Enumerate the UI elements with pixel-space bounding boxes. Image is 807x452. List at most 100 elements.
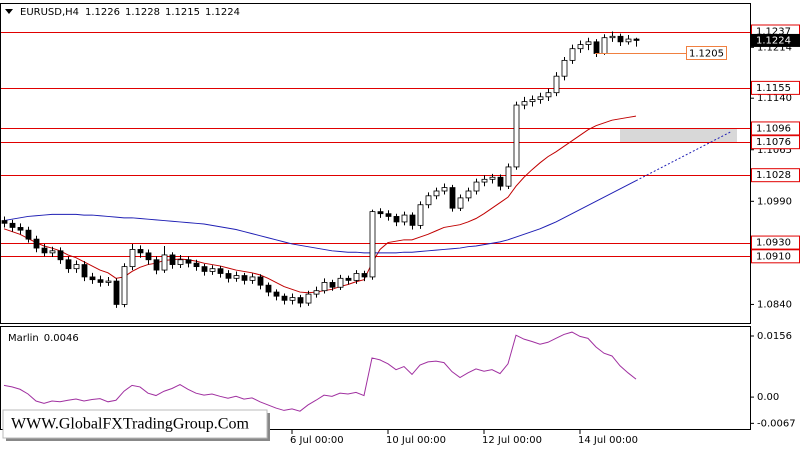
zone — [620, 128, 737, 143]
main-frame — [0, 3, 751, 324]
candle-body — [73, 264, 80, 270]
candle-body — [585, 41, 592, 45]
candle-body — [433, 190, 440, 197]
candle-body — [265, 284, 272, 293]
candle-body — [209, 268, 216, 272]
candle-body — [385, 213, 392, 217]
candle-body — [337, 277, 344, 288]
level-box — [751, 80, 800, 95]
moving-average — [3, 115, 637, 294]
candle-body — [465, 190, 472, 199]
candle-body — [81, 264, 88, 278]
x-tick-label: 14 Jul 00:00 — [578, 435, 638, 446]
indicator-value: 0.0046 — [44, 333, 79, 344]
indicator-header: Marlin 0.0046 — [8, 333, 79, 344]
close-value: 1.1224 — [205, 7, 240, 18]
candle-body — [449, 187, 456, 209]
candle-body — [257, 276, 264, 286]
level-label: 1.1076 — [756, 137, 791, 148]
candle-body — [137, 249, 144, 254]
overlay: 1.1205 1.1214 1.1140 1.1065 1.0990 1.0840 1.12… — [290, 24, 800, 446]
candle-body — [217, 268, 224, 274]
candle-body — [577, 44, 584, 50]
symbol: EURUSD,H4 — [20, 7, 79, 18]
y-tick-label: 1.1140 — [757, 93, 792, 104]
level-label: 1.1028 — [756, 170, 791, 181]
marker-label: 1.1205 — [689, 49, 724, 60]
x-tick-label: 6 Jul 00:00 — [290, 435, 344, 446]
candle-body — [529, 99, 536, 103]
candle-body — [593, 41, 600, 54]
y-tick-label: 1.1065 — [757, 145, 792, 156]
watermark: WWW.GlobalFXTradingGroup.Com — [11, 416, 249, 433]
candle-body — [33, 238, 40, 249]
candle-body — [369, 211, 376, 278]
candle-body — [25, 229, 32, 240]
candle-body — [305, 293, 312, 304]
level-label: 1.1237 — [756, 27, 791, 38]
candle-body — [353, 273, 360, 281]
candle-body — [321, 282, 328, 292]
candle-body — [65, 259, 72, 270]
candle-body — [233, 275, 240, 279]
menu-triangle[interactable] — [5, 9, 13, 14]
candle-body — [409, 214, 416, 226]
candle-body — [417, 204, 424, 226]
level-box — [751, 168, 800, 183]
candle-body — [1, 220, 8, 224]
candle-body — [241, 275, 248, 281]
candle-body — [473, 181, 480, 192]
watermark-box — [2, 409, 268, 439]
candle-body — [633, 38, 640, 41]
candle-body — [601, 37, 608, 54]
candle-body — [105, 280, 112, 283]
level-box — [751, 121, 800, 136]
indicator-name: Marlin — [8, 333, 39, 344]
candle-body — [225, 273, 232, 279]
candle-body — [561, 59, 568, 77]
candle-body — [49, 250, 56, 254]
candle-body — [9, 222, 16, 228]
candle-body — [281, 295, 288, 301]
moving-average — [3, 180, 637, 254]
candle-body — [497, 176, 504, 187]
candle-body — [393, 216, 400, 223]
candle-body — [313, 290, 320, 295]
high-value: 1.1228 — [125, 7, 160, 18]
candle-body — [41, 247, 48, 254]
candle-body — [537, 96, 544, 100]
indicator-frame — [0, 326, 751, 430]
candle-body — [553, 75, 560, 94]
candle-body — [145, 252, 152, 261]
indicator-tick-label: 0.0156 — [757, 331, 792, 342]
x-tick-label: 10 Jul 00:00 — [386, 435, 446, 446]
candle-body — [457, 197, 464, 209]
low-value: 1.1215 — [165, 7, 200, 18]
level-label: 1.0910 — [756, 251, 791, 262]
marker-box — [686, 46, 727, 60]
candle-body — [129, 249, 136, 268]
candle-body — [297, 297, 304, 304]
y-tick-label: 1.1214 — [757, 42, 792, 53]
indicator-tick-label: 0.00 — [757, 392, 779, 403]
candle-body — [161, 254, 168, 271]
candle-body — [249, 276, 256, 281]
plot-area — [1, 31, 750, 412]
candle-body — [113, 280, 120, 305]
y-tick-label: 1.0990 — [757, 196, 792, 207]
candle-body — [401, 214, 408, 223]
candle-body — [625, 38, 632, 43]
header: EURUSD,H4 1.1226 1.1228 1.1215 1.1224 — [20, 7, 240, 18]
candle-body — [481, 178, 488, 183]
candle-body — [425, 195, 432, 206]
candle-body — [169, 254, 176, 265]
candle-body — [185, 259, 192, 264]
x-tick-label: 12 Jul 00:00 — [482, 435, 542, 446]
candle-body — [513, 104, 520, 168]
level-box — [751, 135, 800, 150]
candle-body — [377, 211, 384, 215]
candle-body — [193, 262, 200, 268]
candle-body — [505, 166, 512, 187]
indicator-line — [3, 331, 637, 412]
